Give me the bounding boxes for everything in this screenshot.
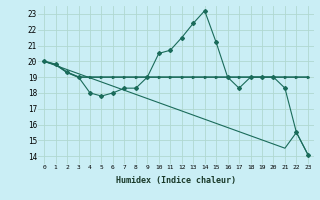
X-axis label: Humidex (Indice chaleur): Humidex (Indice chaleur)	[116, 176, 236, 185]
